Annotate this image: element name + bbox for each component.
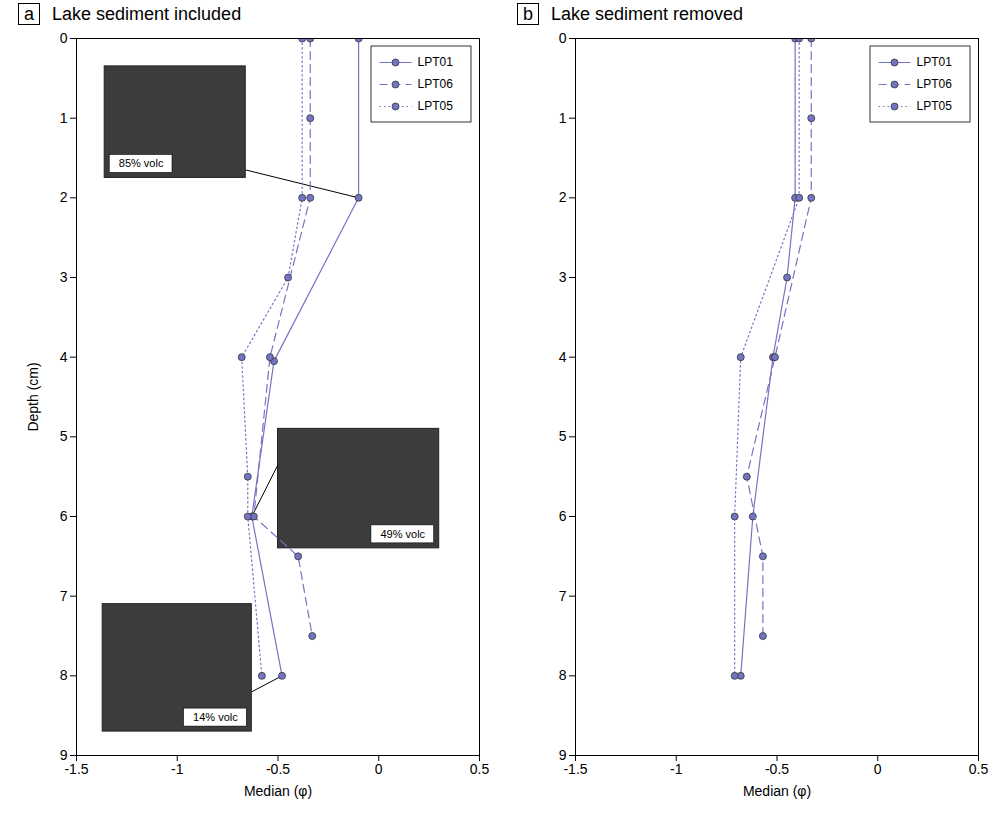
svg-text:7: 7	[559, 588, 567, 604]
svg-text:0: 0	[874, 761, 882, 777]
svg-text:9: 9	[558, 747, 567, 763]
svg-text:Depth (cm): Depth (cm)	[25, 362, 41, 431]
html-text:Lake sediment removed: Lake sediment removed	[551, 3, 744, 24]
svg-text:-0.5: -0.5	[266, 761, 290, 777]
svg-text:1: 1	[60, 110, 68, 126]
svg-text:0.5: 0.5	[470, 761, 490, 777]
svg-text:1: 1	[559, 110, 567, 126]
svg-text:3: 3	[60, 269, 68, 285]
svg-text:14% volc: 14% volc	[193, 711, 238, 723]
svg-text:LPT05: LPT05	[917, 99, 953, 113]
svg-text:5: 5	[60, 428, 68, 444]
svg-text:4: 4	[60, 349, 68, 365]
svg-text:0.5: 0.5	[969, 761, 989, 777]
svg-text:8: 8	[60, 667, 68, 683]
svg-text:Median (φ): Median (φ)	[743, 783, 811, 799]
svg-text:LPT05: LPT05	[418, 99, 454, 113]
svg-text:LPT01: LPT01	[418, 55, 454, 69]
svg-text:-0.5: -0.5	[765, 761, 789, 777]
svg-text:85% volc: 85% volc	[119, 157, 164, 169]
svg-text:49% volc: 49% volc	[380, 528, 425, 540]
html-text:Lake sediment included: Lake sediment included	[52, 3, 242, 24]
svg-text:Median (φ): Median (φ)	[244, 783, 312, 799]
svg-text:-1: -1	[171, 761, 184, 777]
svg-text:LPT06: LPT06	[917, 77, 953, 91]
svg-text:0: 0	[60, 30, 68, 46]
svg-text:4: 4	[559, 349, 567, 365]
svg-text:-1.5: -1.5	[64, 761, 88, 777]
svg-text:-1: -1	[670, 761, 683, 777]
svg-text:6: 6	[559, 508, 567, 524]
svg-text:7: 7	[60, 588, 68, 604]
svg-text:3: 3	[559, 269, 567, 285]
svg-text:5: 5	[559, 428, 567, 444]
svg-text:2: 2	[60, 189, 68, 205]
svg-text:LPT06: LPT06	[418, 77, 454, 91]
html-text:a: a	[24, 4, 34, 24]
svg-text:2: 2	[559, 189, 567, 205]
svg-text:0: 0	[559, 30, 567, 46]
svg-text:-1.5: -1.5	[563, 761, 587, 777]
svg-text:8: 8	[559, 667, 567, 683]
svg-text:0: 0	[375, 761, 383, 777]
svg-text:6: 6	[60, 508, 68, 524]
html-text:b: b	[523, 4, 533, 24]
svg-text:9: 9	[59, 747, 68, 763]
svg-text:LPT01: LPT01	[917, 55, 953, 69]
